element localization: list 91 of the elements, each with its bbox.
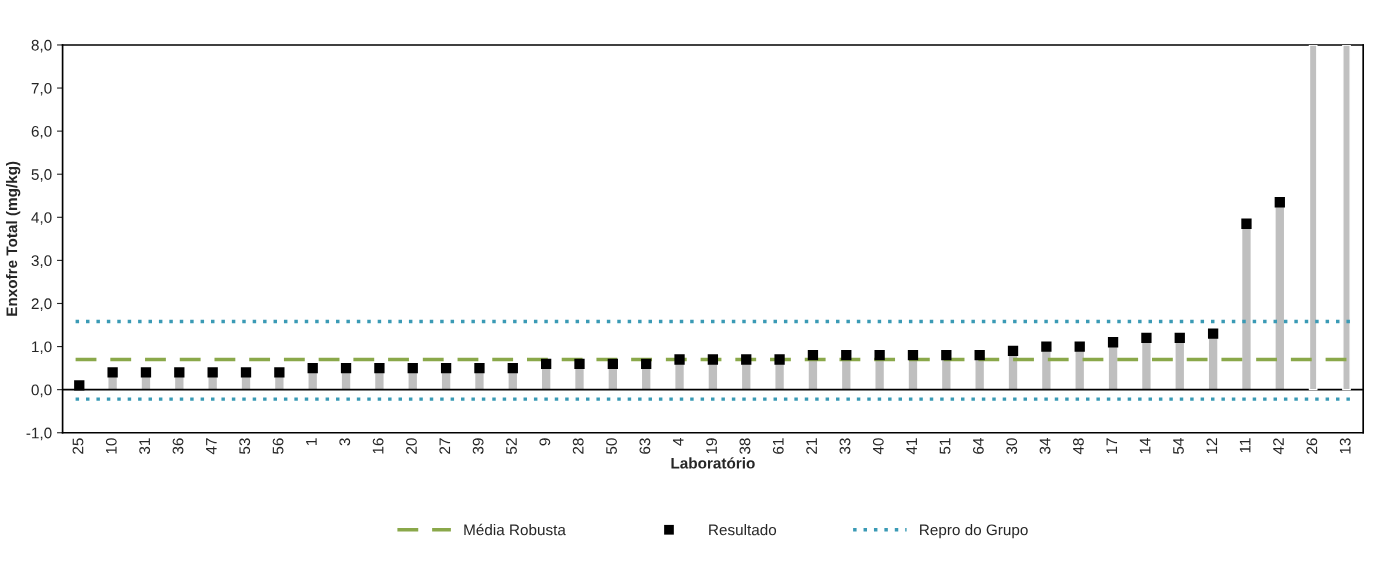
point — [874, 350, 885, 361]
y-tick-label: 1,0 — [32, 341, 52, 355]
point — [240, 367, 252, 378]
point — [1174, 332, 1185, 344]
x-tick-label: 20 — [406, 438, 417, 454]
x-tick-label: 3 — [339, 438, 351, 446]
x-tick-label: 11 — [1239, 438, 1251, 453]
x-tick-label: 61 — [772, 438, 784, 454]
point — [340, 362, 352, 374]
point — [807, 350, 819, 361]
point — [541, 358, 552, 369]
point — [274, 367, 285, 378]
point — [407, 362, 418, 374]
x-tick-label: 52 — [506, 438, 517, 454]
y-tick-label: 3,0 — [31, 255, 52, 268]
point — [440, 362, 452, 374]
point — [1207, 328, 1219, 339]
point — [1241, 218, 1252, 229]
x-tick-label: 40 — [872, 438, 884, 455]
x-tick-label: 34 — [1039, 438, 1051, 455]
x-tick-label: 63 — [639, 438, 651, 454]
y-tick-label: 7,0 — [31, 82, 52, 96]
point — [374, 362, 385, 374]
point — [140, 367, 152, 378]
y-tick-label: 2,0 — [31, 298, 52, 311]
point — [1141, 332, 1152, 344]
point — [307, 362, 318, 374]
point — [974, 350, 985, 361]
point — [207, 367, 218, 378]
point — [774, 354, 785, 365]
x-axis-title: Laboratório — [671, 457, 755, 469]
x-tick-label: 36 — [172, 438, 184, 455]
point — [707, 354, 719, 365]
y-tick-label: 5,0 — [31, 169, 52, 182]
y-tick-label: 8,0 — [31, 39, 52, 53]
x-tick-label: 42 — [1273, 438, 1284, 455]
x-tick-label: 33 — [839, 438, 851, 455]
x-tick-label: 25 — [72, 438, 84, 454]
point — [841, 350, 852, 361]
legend-label: Repro do Grupo — [920, 524, 1028, 539]
x-tick-label: 28 — [572, 438, 584, 454]
y-tick-label: 6,0 — [31, 126, 52, 139]
y-tick-label: 0,0 — [31, 384, 52, 398]
x-tick-label: 26 — [1306, 438, 1318, 454]
x-tick-label: 50 — [606, 438, 617, 454]
point — [907, 350, 919, 361]
x-tick-label: 17 — [1106, 438, 1118, 454]
legend-label: Média Robusta — [464, 523, 566, 536]
point — [174, 367, 185, 378]
x-tick-label: 4 — [672, 438, 684, 446]
x-tick-label: 1 — [306, 438, 317, 445]
point — [74, 380, 85, 391]
x-tick-label: 47 — [206, 438, 217, 455]
point — [1107, 337, 1119, 348]
x-tick-label: 39 — [472, 438, 484, 455]
point — [1007, 345, 1019, 357]
x-tick-label: 9 — [539, 438, 551, 446]
y-tick-label: -1,0 — [26, 427, 52, 441]
x-tick-label: 13 — [1339, 438, 1351, 454]
point — [607, 358, 618, 369]
x-tick-label: 48 — [1073, 438, 1084, 455]
point — [107, 367, 118, 378]
x-tick-label: 54 — [1173, 438, 1184, 454]
x-tick-label: 51 — [939, 438, 951, 454]
x-tick-label: 53 — [239, 438, 251, 454]
x-tick-label: 64 — [972, 438, 984, 454]
point — [941, 350, 952, 361]
x-tick-label: 30 — [1006, 438, 1018, 455]
y-axis-title: Enxofre Total (mg/kg) — [5, 161, 21, 316]
x-tick-label: 10 — [105, 438, 117, 454]
point — [1074, 341, 1085, 352]
x-tick-label: 38 — [739, 438, 751, 455]
point — [1274, 197, 1285, 208]
legend-label: Resultado — [709, 524, 777, 536]
y-tick-label: 4,0 — [31, 212, 52, 225]
x-tick-label: 12 — [1206, 438, 1218, 454]
point — [641, 358, 652, 369]
x-tick-label: 19 — [706, 438, 717, 454]
x-tick-label: 14 — [1139, 438, 1151, 454]
x-tick-label: 41 — [906, 438, 917, 455]
x-tick-label: 27 — [439, 438, 451, 454]
point — [1041, 341, 1052, 352]
point — [741, 354, 752, 365]
x-tick-label: 31 — [139, 438, 151, 455]
x-tick-label: 21 — [806, 438, 817, 454]
x-tick-label: 56 — [272, 438, 284, 454]
point — [574, 358, 585, 369]
point — [474, 362, 485, 374]
x-tick-label: 16 — [372, 438, 384, 454]
point — [674, 354, 685, 365]
point — [507, 362, 518, 374]
